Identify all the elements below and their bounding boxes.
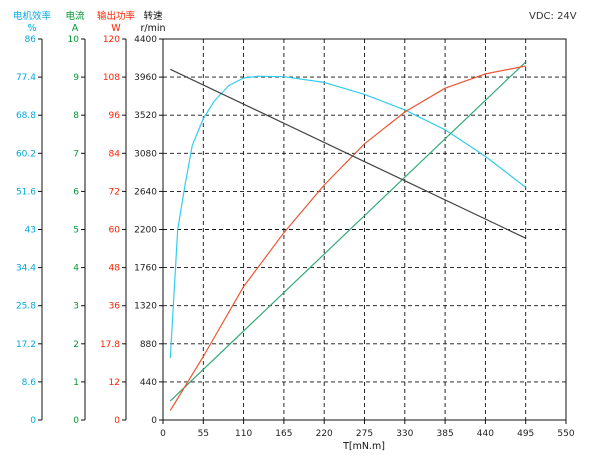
current-tick-label: 3 — [73, 302, 79, 312]
voltage-label: VDC: 24V — [529, 11, 577, 22]
speed-tick-label: 2640 — [134, 187, 157, 197]
efficiency-tick-label: 77.4 — [16, 73, 36, 83]
speed-tick-label: 1320 — [134, 302, 157, 312]
power-axis-unit: W — [111, 23, 121, 34]
x-tick-label: 220 — [316, 429, 333, 439]
speed-tick-label: 4400 — [134, 35, 157, 45]
speed-tick-label: 1760 — [134, 264, 157, 274]
power-series-line — [169, 65, 526, 411]
efficiency-tick-label: 51.6 — [16, 187, 36, 197]
current-tick-label: 2 — [73, 340, 79, 350]
current-tick-label: 1 — [73, 378, 79, 388]
power-tick-label: 96 — [109, 111, 121, 121]
power-tick-label: 72 — [109, 187, 120, 197]
efficiency-tick-label: 34.4 — [16, 264, 36, 274]
efficiency-series-line — [169, 75, 527, 359]
x-tick-label: 110 — [235, 429, 252, 439]
x-tick-label: 330 — [396, 429, 413, 439]
grid — [162, 38, 567, 421]
efficiency-tick-label: 60.2 — [16, 149, 36, 159]
efficiency-axis-unit: % — [27, 23, 36, 34]
x-tick-label: 0 — [160, 429, 166, 439]
x-tick-label: 275 — [356, 429, 373, 439]
power-tick-label: 60 — [109, 226, 121, 236]
power-tick-label: 84 — [109, 149, 121, 159]
efficiency-tick-label: 8.6 — [22, 378, 37, 388]
current-axis-unit: A — [72, 23, 79, 34]
efficiency-tick-label: 43 — [25, 226, 36, 236]
current-tick-label: 5 — [73, 226, 79, 236]
speed-tick-label: 3080 — [134, 149, 157, 159]
current-series-line — [169, 61, 527, 402]
x-tick-label: 385 — [437, 429, 454, 439]
current-tick-label: 10 — [68, 35, 80, 45]
power-tick-label: 0 — [114, 416, 120, 426]
speed-series-line — [170, 68, 526, 239]
current-tick-label: 0 — [73, 416, 79, 426]
speed-tick-label: 3960 — [134, 73, 157, 83]
x-tick-label: 495 — [517, 429, 534, 439]
x-tick-label: 550 — [557, 429, 574, 439]
current-axis-title: 电流 — [65, 10, 85, 22]
axes: 0 55 110 165 220 275 330 385 440 495 55008.617.225… — [13, 10, 575, 439]
power-tick-label: 120 — [103, 35, 120, 45]
current-tick-label: 9 — [73, 73, 79, 83]
efficiency-tick-label: 68.8 — [16, 111, 36, 121]
current-tick-label: 7 — [73, 149, 79, 159]
speed-axis-title: 转速 — [143, 10, 163, 22]
series — [169, 61, 527, 411]
speed-tick-label: 880 — [140, 340, 157, 350]
power-tick-label: 12 — [109, 378, 120, 388]
x-tick-label: 440 — [477, 429, 494, 439]
power-tick-label: 17.8 — [100, 340, 120, 350]
speed-tick-label: 2200 — [134, 226, 157, 236]
x-axis-title: T[mN.m] — [342, 441, 385, 452]
efficiency-tick-label: 25.8 — [16, 302, 36, 312]
x-tick-label: 165 — [275, 429, 292, 439]
speed-tick-label: 0 — [151, 416, 157, 426]
efficiency-tick-label: 0 — [30, 416, 36, 426]
power-axis-title: 输出功率 — [97, 10, 136, 22]
speed-axis-unit: r/min — [140, 23, 165, 34]
efficiency-tick-label: 86 — [25, 35, 37, 45]
power-tick-label: 108 — [103, 73, 120, 83]
speed-tick-label: 440 — [140, 378, 157, 388]
power-tick-label: 36 — [109, 302, 121, 312]
efficiency-axis-title: 电机效率 — [13, 10, 52, 22]
speed-tick-label: 3520 — [134, 111, 157, 121]
current-tick-label: 8 — [73, 111, 79, 121]
current-tick-label: 4 — [73, 264, 79, 274]
power-tick-label: 48 — [109, 264, 121, 274]
current-tick-label: 6 — [73, 187, 79, 197]
efficiency-tick-label: 17.2 — [16, 340, 36, 350]
x-tick-label: 55 — [198, 429, 209, 439]
